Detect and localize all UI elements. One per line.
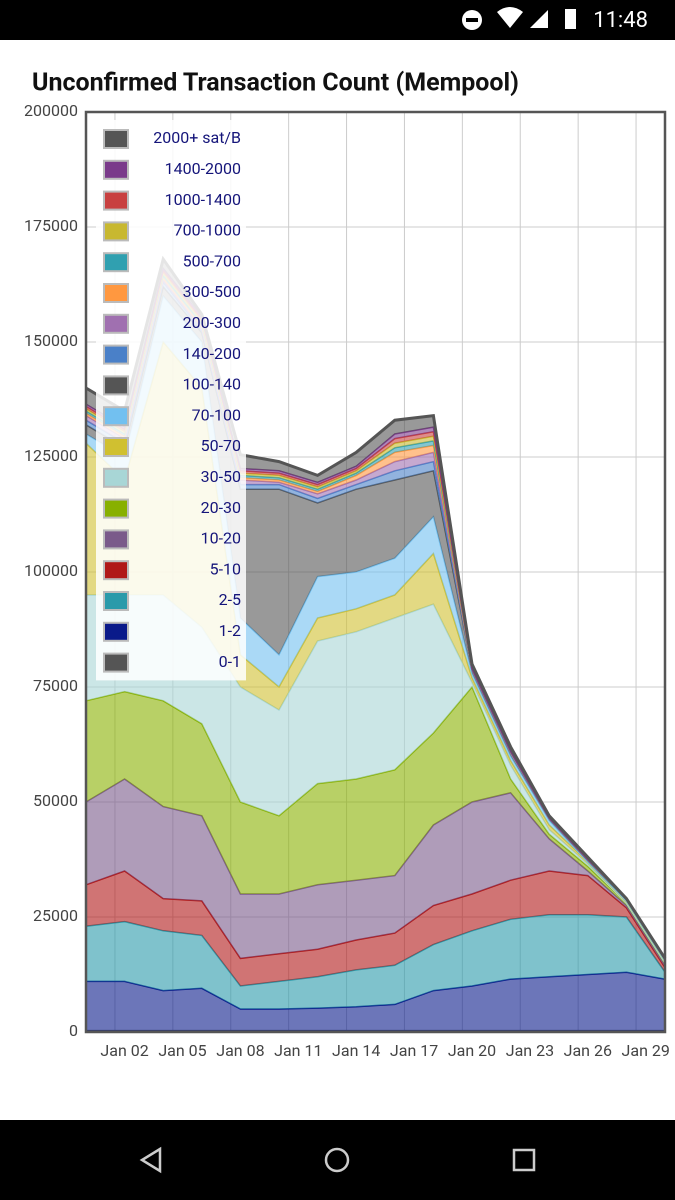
y-tick-label: 25000 [33, 906, 78, 925]
x-tick-label: Jan 02 [100, 1041, 148, 1060]
y-tick-label: 75000 [33, 676, 78, 695]
legend-label: 100-140 [183, 375, 241, 394]
plot: 0 25000 50000 75000 100000 125000 150000 175000… [24, 101, 670, 1060]
back-button[interactable] [139, 1146, 162, 1174]
series-area [86, 914, 665, 1009]
legend-label: 20-30 [201, 498, 241, 517]
legend-label: 30-50 [201, 467, 241, 486]
chart-title: Unconfirmed Transaction Count (Mempool) [32, 69, 519, 98]
x-tick-label: Jan 08 [216, 1041, 264, 1060]
legend-swatch [103, 591, 129, 611]
legend-swatch [103, 406, 129, 427]
legend-label: 70-100 [192, 405, 241, 424]
legend-label: 140-200 [183, 344, 241, 363]
recents-button[interactable] [512, 1148, 536, 1172]
legend-swatch [103, 129, 129, 149]
x-tick-label: Jan 29 [622, 1041, 670, 1060]
legend-swatch [103, 252, 129, 273]
y-tick-label: 175000 [24, 216, 78, 235]
status-bar [0, 0, 675, 40]
clock: 11:48 [593, 8, 648, 33]
legend-label: 1000-1400 [165, 190, 241, 209]
x-tick-label: Jan 20 [448, 1041, 496, 1060]
wifi-icon [497, 7, 523, 28]
legend-swatch [103, 437, 129, 457]
y-tick-label: 200000 [24, 101, 78, 120]
legend-label: 300-500 [183, 282, 241, 301]
series-area [86, 595, 665, 963]
plot-frame [84, 110, 667, 1034]
x-tick-label: Jan 05 [158, 1041, 206, 1060]
series-area [86, 687, 665, 966]
battery-icon [565, 9, 576, 29]
legend-label: 5-10 [210, 559, 241, 578]
legend-swatch [103, 529, 129, 550]
legend-label: 10-20 [201, 529, 241, 548]
legend-label: 2000+ sat/B [153, 128, 241, 147]
legend-swatch [103, 621, 129, 642]
legend-swatch [103, 375, 129, 396]
legend-label: 50-70 [201, 436, 241, 455]
y-tick-label: 100000 [24, 561, 78, 580]
legend-swatch [103, 344, 129, 365]
signal-icon [530, 10, 548, 28]
legend-swatch [103, 159, 129, 180]
x-tick-label: Jan 26 [564, 1041, 612, 1060]
legend-label: 200-300 [183, 313, 241, 332]
y-tick-label: 150000 [24, 331, 78, 350]
legend-swatch [103, 560, 129, 581]
x-tick-label: Jan 17 [390, 1041, 438, 1060]
series-line [85, 778, 666, 966]
x-tick-label: Jan 23 [506, 1041, 554, 1060]
y-tick-label: 0 [69, 1021, 78, 1040]
legend-swatch [103, 283, 129, 303]
legend-label: 1-2 [219, 621, 241, 640]
legend-label: 500-700 [183, 251, 241, 270]
legend-swatch [103, 221, 129, 242]
x-tick-label: Jan 11 [274, 1041, 322, 1060]
y-tick-label: 50000 [33, 791, 78, 810]
legend-label: 0-1 [219, 652, 241, 671]
legend-label: 2-5 [219, 590, 241, 609]
legend-swatch [103, 498, 129, 519]
legend-swatch [103, 313, 129, 334]
series-area [86, 972, 665, 1031]
home-button[interactable] [324, 1147, 350, 1173]
legend-swatch [103, 652, 129, 673]
nav-bar [0, 1120, 675, 1200]
series-area [86, 779, 665, 968]
series-area [86, 871, 665, 986]
legend-box [96, 120, 246, 681]
dnd-icon-bar [466, 18, 478, 22]
y-tick-label: 125000 [24, 446, 78, 465]
legend-swatch [103, 190, 129, 211]
x-tick-label: Jan 14 [332, 1041, 380, 1060]
legend-label: 1400-2000 [165, 159, 241, 178]
legend-swatch [103, 467, 129, 488]
legend-label: 700-1000 [174, 221, 241, 240]
